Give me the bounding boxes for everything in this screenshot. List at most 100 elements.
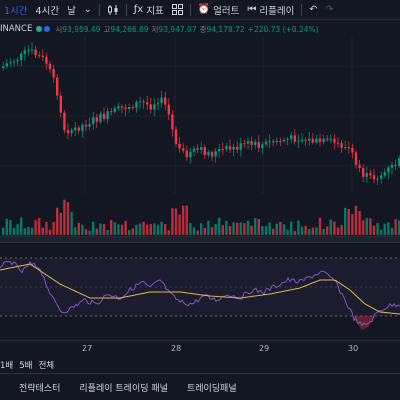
volume-bar — [160, 221, 163, 235]
candle-body — [246, 141, 250, 144]
price-gridlines — [0, 36, 400, 194]
candle-body — [34, 49, 37, 56]
low-label: 저 — [151, 24, 159, 34]
candle-body — [322, 138, 325, 142]
volume-bar — [203, 227, 206, 235]
candle-body — [52, 69, 55, 78]
volume-bar — [300, 226, 304, 235]
candle-body — [221, 149, 224, 151]
candle-body — [164, 97, 167, 105]
redo-button[interactable]: ↷ — [321, 0, 337, 19]
volume-bar — [228, 226, 232, 235]
volume-bar — [138, 223, 142, 235]
volume-bar — [164, 223, 167, 235]
market-dot-icon — [44, 26, 51, 32]
candle-body — [383, 172, 386, 176]
volume-bar — [398, 220, 400, 235]
volume-histogram — [2, 199, 400, 235]
undo-button[interactable]: ↶ — [305, 0, 321, 19]
candle-body — [156, 103, 160, 105]
volume-bar — [290, 221, 293, 235]
time-axis[interactable]: 27 28 29 30 — [0, 340, 400, 356]
volume-bar — [315, 227, 318, 235]
volume-bar — [167, 230, 170, 235]
chevron-down-icon[interactable]: ⌄ — [83, 4, 92, 15]
candle-body — [12, 61, 16, 63]
volume-bar — [124, 220, 127, 235]
time-label: 28 — [171, 344, 182, 353]
candle-body — [124, 107, 127, 110]
candle-body — [329, 138, 332, 140]
candle-body — [326, 138, 329, 140]
volume-bar — [41, 227, 44, 235]
range-1x-button[interactable]: 1배 — [0, 360, 14, 371]
candle-body — [380, 175, 383, 179]
volume-bar — [156, 224, 160, 235]
candle-body — [9, 62, 12, 64]
candle-body — [254, 142, 257, 145]
tab-strategy-tester[interactable]: 전략테스터 — [19, 383, 61, 394]
volume-bar — [250, 225, 253, 235]
candle-body — [117, 106, 120, 109]
volume-bar — [30, 227, 34, 235]
candle-body — [30, 49, 34, 51]
timeframe-1h[interactable]: 1시간 — [4, 5, 28, 17]
volume-bar — [376, 222, 379, 235]
volume-bar — [149, 224, 152, 235]
candle-body — [41, 55, 44, 57]
time-label: 29 — [259, 344, 270, 353]
candle-body — [167, 104, 170, 115]
volume-bar — [257, 218, 260, 235]
candle-body — [315, 138, 318, 143]
candle-body — [70, 130, 73, 133]
symbol-name[interactable]: INANCE — [0, 24, 33, 34]
candle-body — [336, 142, 340, 144]
pane-divider[interactable] — [0, 236, 400, 243]
candles-icon — [107, 4, 118, 15]
volume-bar — [246, 220, 250, 235]
range-all-button[interactable]: 전체 — [38, 360, 55, 371]
indicators-button[interactable]: ƒx 지표 — [130, 0, 168, 19]
replay-button[interactable]: ⏮ 리플레이 — [243, 0, 298, 19]
candle-body — [344, 147, 347, 149]
volume-bar — [128, 229, 131, 235]
rsi-pane[interactable] — [0, 242, 400, 339]
timeframe-day[interactable]: 날 — [67, 5, 76, 17]
volume-bar — [34, 220, 37, 235]
price-chart[interactable] — [0, 36, 400, 194]
candle-body — [228, 146, 232, 150]
candle-body — [268, 141, 271, 143]
volume-bar — [279, 221, 282, 235]
candle-body — [232, 146, 235, 150]
tab-replay-trading-panel[interactable]: 리플레이 트레이딩 패널 — [79, 383, 168, 394]
alert-button[interactable]: ⏰ 얼러트 — [194, 0, 244, 19]
candle-body — [362, 168, 365, 177]
grid-icon — [171, 4, 183, 15]
timeframe-4h[interactable]: 4시간 — [35, 5, 60, 17]
candle-body — [160, 97, 163, 104]
rsi-ma-line — [0, 263, 400, 315]
volume-bar — [221, 225, 224, 235]
indicators-icon: ƒx — [133, 4, 144, 15]
volume-bar — [113, 222, 116, 235]
range-5x-button[interactable]: 5배 — [19, 360, 33, 371]
candle-body — [300, 139, 304, 142]
tab-trading-panel[interactable]: 트레이딩패널 — [186, 383, 237, 394]
candle-body — [358, 164, 361, 169]
candle-body — [210, 152, 214, 157]
candle-body — [142, 101, 145, 103]
volume-bar — [225, 220, 228, 235]
candle-body — [390, 164, 394, 168]
candle-body — [99, 113, 102, 122]
volume-bar — [390, 227, 394, 235]
candle-body — [135, 102, 138, 108]
volume-bar — [23, 228, 26, 235]
volume-bar — [286, 229, 289, 235]
volume-bar — [5, 218, 8, 235]
layout-grid-button[interactable] — [168, 0, 187, 19]
candle-body — [351, 147, 354, 153]
change-value: +220.73 (+0.24%) — [247, 24, 319, 34]
candle-type-button[interactable] — [103, 0, 123, 19]
volume-bar — [329, 219, 332, 235]
candle-body — [218, 149, 221, 152]
